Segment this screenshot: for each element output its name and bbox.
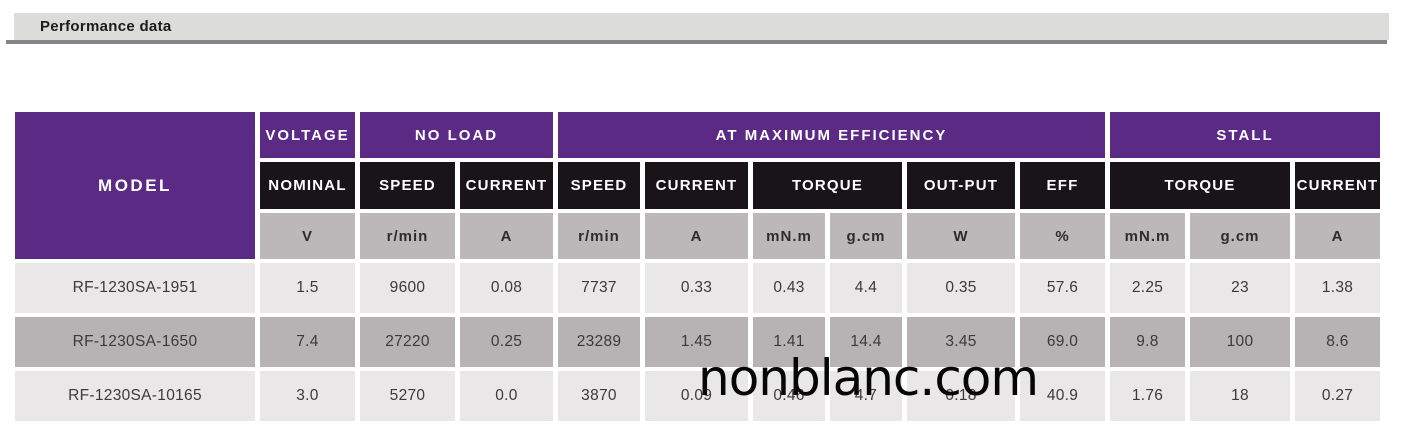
sub-header-maxeff-torque: TORQUE [753, 162, 902, 209]
data-cell: 27220 [360, 317, 455, 367]
data-cell: 0.46 [753, 371, 825, 421]
data-cell: 0.18 [907, 371, 1015, 421]
data-cell: 4.4 [830, 263, 902, 313]
data-cell: 57.6 [1020, 263, 1105, 313]
data-cell: 0.35 [907, 263, 1015, 313]
data-cell: 0.43 [753, 263, 825, 313]
sub-header-stall-torque: TORQUE [1110, 162, 1290, 209]
data-cell: 0.0 [460, 371, 553, 421]
group-header-row: MODEL VOLTAGE NO LOAD AT MAXIMUM EFFICIE… [15, 112, 1380, 259]
sub-header-nominal: NOMINAL [260, 162, 355, 209]
unit-noload-current: A [460, 213, 553, 259]
unit-stall-current: A [1295, 213, 1380, 259]
data-cell: 9.8 [1110, 317, 1185, 367]
data-cell: 0.08 [460, 263, 553, 313]
unit-volt: V [260, 213, 355, 259]
data-cell: 3.0 [260, 371, 355, 421]
data-cell: 3.45 [907, 317, 1015, 367]
data-cell: 40.9 [1020, 371, 1105, 421]
data-cell: 23 [1190, 263, 1290, 313]
sub-header-output: OUT-PUT [907, 162, 1015, 209]
data-cell: 0.27 [1295, 371, 1380, 421]
section-header-bar: Performance data [14, 13, 1389, 40]
unit-maxeff-torque-mnm: mN.m [753, 213, 825, 259]
unit-eff-pct: % [1020, 213, 1105, 259]
data-cell: 2.25 [1110, 263, 1185, 313]
data-cell: 18 [1190, 371, 1290, 421]
sub-header-eff: EFF [1020, 162, 1105, 209]
data-cell: 1.41 [753, 317, 825, 367]
data-cell: 3870 [558, 371, 640, 421]
data-cell: 1.5 [260, 263, 355, 313]
table-row: RF-1230SA-1650 7.4 27220 0.25 23289 1.45… [15, 317, 1380, 367]
group-header-stall: STALL [1110, 112, 1380, 158]
sub-header-row: NOMINAL SPEED CURRENT SPEED CURRENT TORQ… [15, 162, 1380, 209]
model-cell: RF-1230SA-10165 [15, 371, 255, 421]
sub-header-maxeff-speed: SPEED [558, 162, 640, 209]
data-cell: 100 [1190, 317, 1290, 367]
data-cell: 7.4 [260, 317, 355, 367]
data-cell: 1.38 [1295, 263, 1380, 313]
data-cell: 9600 [360, 263, 455, 313]
data-cell: 4.7 [830, 371, 902, 421]
section-header-underline [6, 40, 1387, 44]
model-column-header: MODEL [15, 112, 255, 259]
model-cell: RF-1230SA-1951 [15, 263, 255, 313]
data-cell: 69.0 [1020, 317, 1105, 367]
section-title: Performance data [40, 18, 172, 35]
model-cell: RF-1230SA-1650 [15, 317, 255, 367]
data-cell: 0.33 [645, 263, 748, 313]
table-row: RF-1230SA-10165 3.0 5270 0.0 3870 0.09 0… [15, 371, 1380, 421]
data-cell: 0.09 [645, 371, 748, 421]
performance-table: MODEL VOLTAGE NO LOAD AT MAXIMUM EFFICIE… [10, 108, 1385, 425]
sub-header-maxeff-current: CURRENT [645, 162, 748, 209]
unit-noload-speed: r/min [360, 213, 455, 259]
unit-maxeff-speed: r/min [558, 213, 640, 259]
table-row: RF-1230SA-1951 1.5 9600 0.08 7737 0.33 0… [15, 263, 1380, 313]
unit-stall-torque-gcm: g.cm [1190, 213, 1290, 259]
sub-header-stall-current: CURRENT [1295, 162, 1380, 209]
data-cell: 14.4 [830, 317, 902, 367]
data-cell: 7737 [558, 263, 640, 313]
group-header-no-load: NO LOAD [360, 112, 553, 158]
group-header-voltage: VOLTAGE [260, 112, 355, 158]
sub-header-noload-current: CURRENT [460, 162, 553, 209]
group-header-max-efficiency: AT MAXIMUM EFFICIENCY [558, 112, 1105, 158]
data-cell: 8.6 [1295, 317, 1380, 367]
unit-maxeff-current: A [645, 213, 748, 259]
data-cell: 0.25 [460, 317, 553, 367]
data-cell: 23289 [558, 317, 640, 367]
unit-output-w: W [907, 213, 1015, 259]
unit-stall-torque-mnm: mN.m [1110, 213, 1185, 259]
data-cell: 1.76 [1110, 371, 1185, 421]
data-cell: 5270 [360, 371, 455, 421]
data-cell: 1.45 [645, 317, 748, 367]
unit-maxeff-torque-gcm: g.cm [830, 213, 902, 259]
unit-row: V r/min A r/min A mN.m g.cm W % mN.m g.c… [15, 213, 1380, 259]
sub-header-noload-speed: SPEED [360, 162, 455, 209]
